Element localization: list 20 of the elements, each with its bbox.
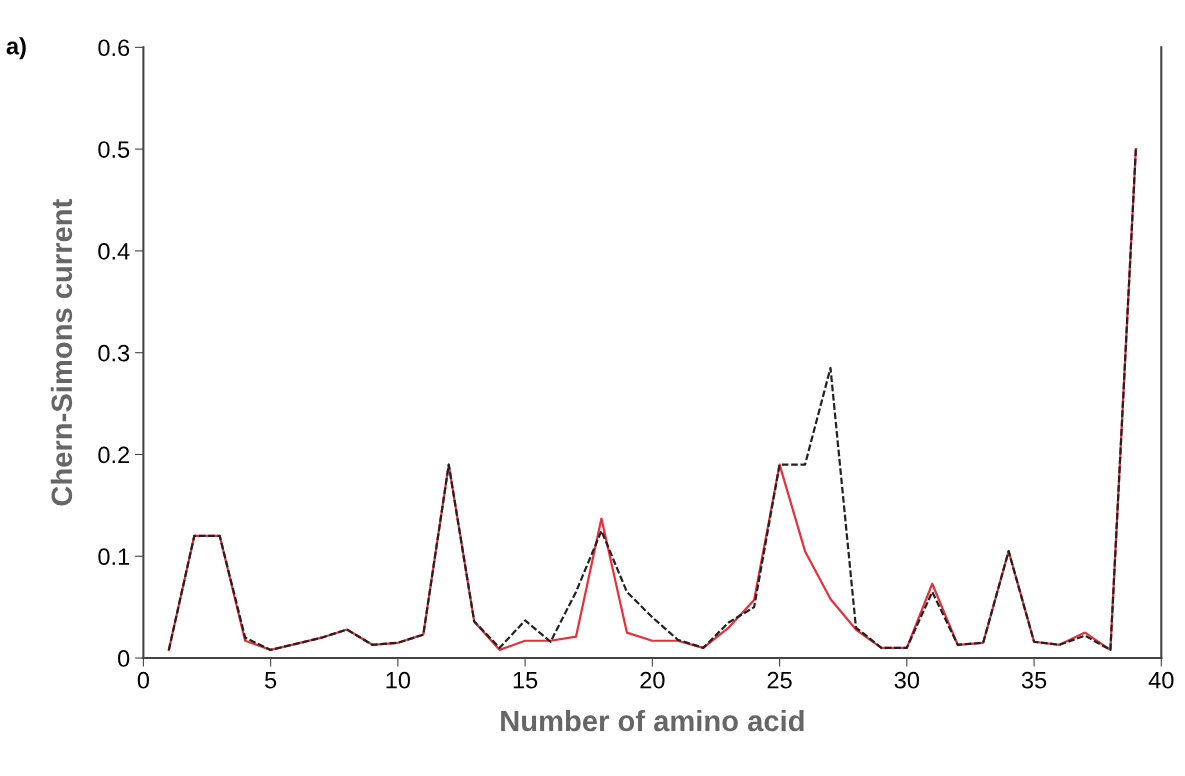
x-tick-label: 40 bbox=[1148, 671, 1174, 689]
x-tick-label: 10 bbox=[386, 671, 411, 689]
x-tick-label: 15 bbox=[513, 672, 538, 689]
x-tick-label: 25 bbox=[767, 671, 792, 689]
x-tick-label: 30 bbox=[894, 671, 920, 689]
y-tick-label: 0.5 bbox=[98, 141, 130, 158]
y-tick-label: 0.3 bbox=[98, 344, 130, 362]
y-tick-label: 0.1 bbox=[98, 548, 130, 566]
y-tick-label: 0.4 bbox=[98, 242, 130, 260]
y-axis-title: Chern-Simons current bbox=[50, 199, 73, 506]
x-axis-title: Number of amino acid bbox=[501, 709, 804, 732]
x-tick-label: 0 bbox=[137, 671, 150, 689]
x-tick-label: 20 bbox=[640, 671, 665, 689]
y-tick-label: 0 bbox=[117, 650, 130, 667]
x-tick-label: 35 bbox=[1021, 671, 1047, 689]
text: a) bbox=[6, 37, 26, 60]
x-tick-label: 5 bbox=[265, 672, 277, 689]
line-series bbox=[167, 148, 1137, 652]
y-tick-label: 0.6 bbox=[98, 39, 130, 57]
y-tick-label: 0.2 bbox=[98, 446, 130, 464]
